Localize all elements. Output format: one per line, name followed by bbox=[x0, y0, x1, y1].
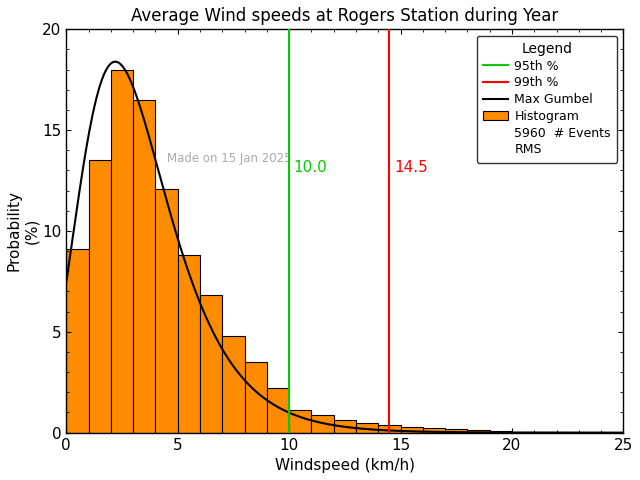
Title: Average Wind speeds at Rogers Station during Year: Average Wind speeds at Rogers Station du… bbox=[131, 7, 559, 25]
Bar bbox=[289, 410, 312, 432]
Text: Made on 15 Jan 2025: Made on 15 Jan 2025 bbox=[166, 152, 291, 165]
X-axis label: Windspeed (km/h): Windspeed (km/h) bbox=[275, 458, 415, 473]
Bar bbox=[490, 431, 512, 432]
Bar bbox=[378, 425, 401, 432]
Y-axis label: Probability
(%): Probability (%) bbox=[7, 191, 39, 272]
Bar bbox=[445, 429, 467, 432]
Bar bbox=[312, 416, 333, 432]
Bar bbox=[423, 428, 445, 432]
Bar bbox=[66, 249, 88, 432]
Bar bbox=[267, 388, 289, 432]
Bar bbox=[88, 160, 111, 432]
Text: 14.5: 14.5 bbox=[394, 160, 428, 175]
Bar bbox=[133, 100, 156, 432]
Text: 10.0: 10.0 bbox=[294, 160, 327, 175]
Bar bbox=[200, 296, 222, 432]
Bar bbox=[156, 189, 178, 432]
Bar bbox=[333, 420, 356, 432]
Bar bbox=[356, 422, 378, 432]
Bar bbox=[222, 336, 244, 432]
Bar bbox=[178, 255, 200, 432]
Bar bbox=[467, 430, 490, 432]
Legend: 95th %, 99th %, Max Gumbel, Histogram, 5960  # Events, RMS: 95th %, 99th %, Max Gumbel, Histogram, 5… bbox=[477, 36, 617, 163]
Bar bbox=[111, 70, 133, 432]
Bar bbox=[244, 362, 267, 432]
Bar bbox=[401, 427, 423, 432]
